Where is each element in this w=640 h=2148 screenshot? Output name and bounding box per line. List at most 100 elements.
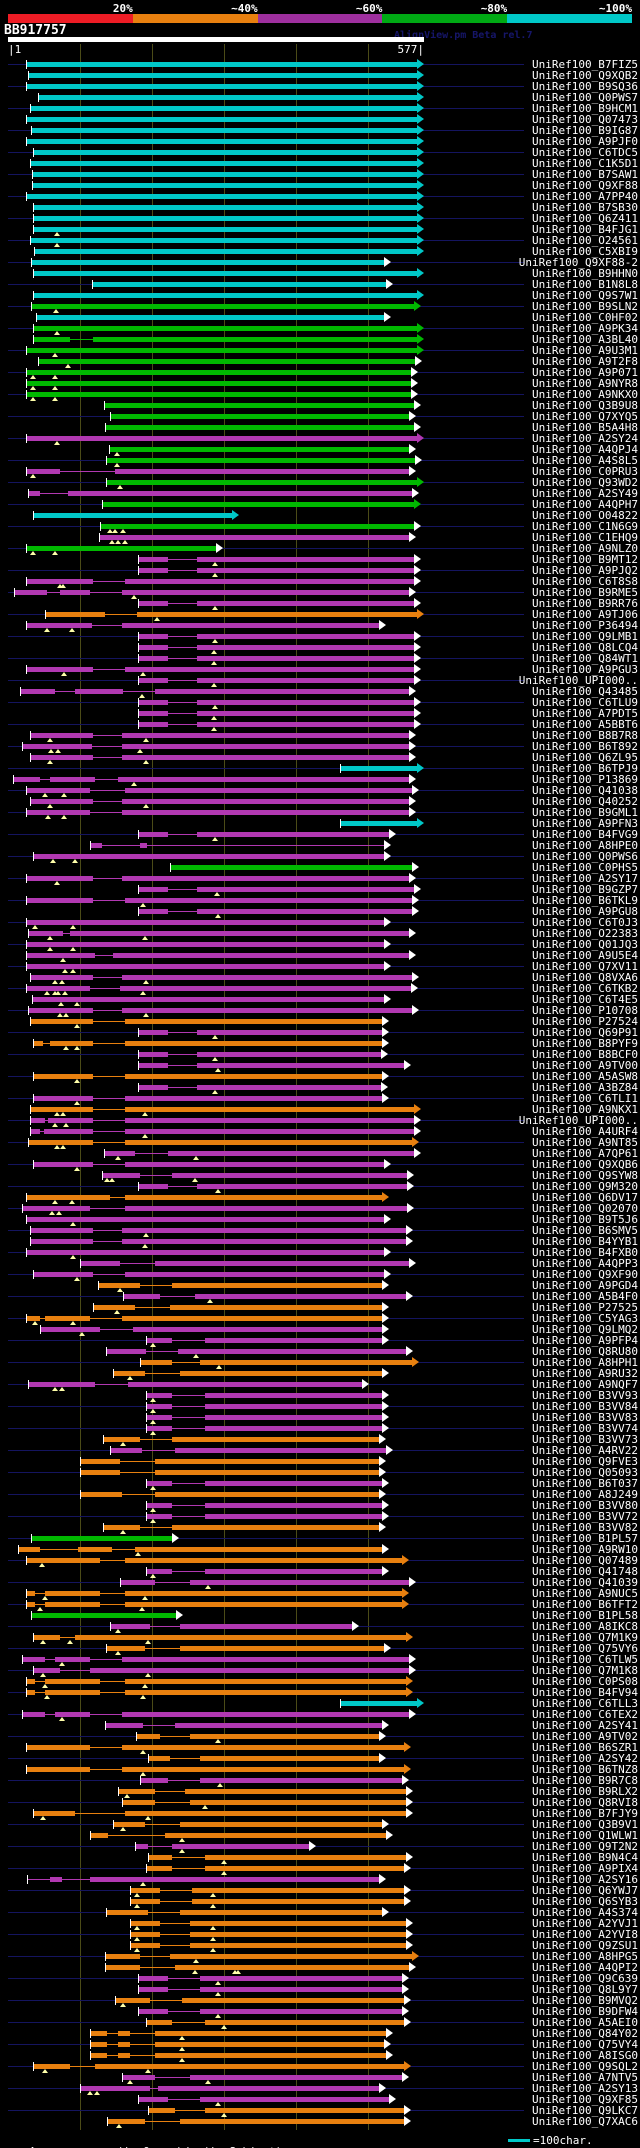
hit-label[interactable]: UniRef100_C0PRU3: [532, 465, 638, 478]
hit-bar[interactable]: [0, 1797, 640, 1809]
hit-label[interactable]: UniRef100_C6TLI1: [532, 1092, 638, 1105]
hit-label[interactable]: UniRef100_B6SZR1: [532, 1741, 638, 1754]
hit-bar[interactable]: [0, 2116, 640, 2128]
hit-label[interactable]: UniRef100_C1K5D1: [532, 157, 638, 170]
hit-label[interactable]: UniRef100_Q40252: [532, 795, 638, 808]
hit-label[interactable]: UniRef100_C6TEX2: [532, 1708, 638, 1721]
hit-bar[interactable]: [0, 466, 640, 478]
hit-bar[interactable]: [0, 246, 640, 257]
hit-bar[interactable]: [0, 521, 640, 533]
hit-label[interactable]: UniRef100_Q9XF90: [532, 1268, 638, 1281]
hit-label[interactable]: UniRef100_B8B7R8: [532, 729, 638, 742]
hit-bar[interactable]: [0, 631, 640, 643]
hit-bar[interactable]: [0, 675, 640, 687]
hit-bar[interactable]: [0, 1995, 640, 2007]
hit-label[interactable]: UniRef100_Q41748: [532, 1565, 638, 1578]
hit-bar[interactable]: [0, 356, 640, 368]
hit-bar[interactable]: [0, 1907, 640, 1918]
hit-bar[interactable]: [0, 708, 640, 720]
hit-label[interactable]: UniRef100_A8HPH1: [532, 1356, 638, 1369]
hit-label[interactable]: UniRef100_P27525: [532, 1301, 638, 1314]
hit-bar[interactable]: [0, 2050, 640, 2062]
hit-label[interactable]: UniRef100_B9N4C4: [532, 1851, 638, 1864]
hit-label[interactable]: UniRef100_C0PS08: [532, 1675, 638, 1688]
hit-bar[interactable]: [0, 565, 640, 577]
hit-label[interactable]: UniRef100_B9T5J6: [532, 1213, 638, 1226]
hit-label[interactable]: UniRef100_A2SY16: [532, 1873, 638, 1886]
hit-label[interactable]: UniRef100_B7SAW1: [532, 168, 638, 181]
hit-label[interactable]: UniRef100_B8PYF9: [532, 1037, 638, 1050]
hit-label[interactable]: UniRef100_A8J249: [532, 1488, 638, 1501]
hit-label[interactable]: UniRef100_Q9ZSU1: [532, 1939, 638, 1952]
hit-bar[interactable]: [0, 2017, 640, 2029]
hit-bar[interactable]: [0, 598, 640, 610]
hit-bar[interactable]: [0, 1500, 640, 1512]
hit-bar[interactable]: [0, 158, 640, 169]
hit-bar[interactable]: [0, 334, 640, 345]
hit-bar[interactable]: [0, 70, 640, 81]
hit-label[interactable]: UniRef100_Q6DV17: [532, 1191, 638, 1204]
hit-bar[interactable]: [0, 1984, 640, 1996]
hit-bar[interactable]: [0, 1885, 640, 1897]
hit-bar[interactable]: [0, 323, 640, 335]
hit-label[interactable]: UniRef100_Q9XQB2: [532, 69, 638, 82]
hit-bar[interactable]: [0, 1148, 640, 1160]
hit-bar[interactable]: [0, 1324, 640, 1336]
hit-label[interactable]: UniRef100_C6TLW5: [532, 1653, 638, 1666]
hit-label[interactable]: UniRef100_A9P071: [532, 366, 638, 379]
hit-bar[interactable]: [0, 499, 640, 510]
hit-bar[interactable]: [0, 1214, 640, 1226]
hit-bar[interactable]: [0, 1060, 640, 1072]
hit-label[interactable]: UniRef100_B4FV94: [532, 1686, 638, 1699]
hit-bar[interactable]: [0, 1786, 640, 1798]
hit-bar[interactable]: [0, 1082, 640, 1094]
hit-label[interactable]: UniRef100_B9IG87: [532, 124, 638, 137]
hit-label[interactable]: UniRef100_Q9FVE3: [532, 1455, 638, 1468]
hit-label[interactable]: UniRef100_UPI000..: [518, 674, 638, 687]
hit-label[interactable]: UniRef100_B4YYB1: [532, 1235, 638, 1248]
hit-bar[interactable]: [0, 653, 640, 665]
hit-bar[interactable]: [0, 1313, 640, 1325]
hit-label[interactable]: UniRef100_B9SLN2: [532, 300, 638, 313]
hit-bar[interactable]: [0, 1731, 640, 1743]
hit-label[interactable]: UniRef100_Q6SYB3: [532, 1895, 638, 1908]
hit-label[interactable]: UniRef100_A9PK34: [532, 322, 638, 335]
hit-label[interactable]: UniRef100_A5BBT6: [532, 718, 638, 731]
hit-label[interactable]: UniRef100_Q8LCQ4: [532, 641, 638, 654]
hit-label[interactable]: UniRef100_B5A4H8: [532, 421, 638, 434]
hit-label[interactable]: UniRef100_C6T4E5: [532, 993, 638, 1006]
hit-label[interactable]: UniRef100_Q7XV11: [532, 960, 638, 973]
hit-label[interactable]: UniRef100_A4QPJ4: [532, 443, 638, 456]
hit-bar[interactable]: [0, 543, 640, 555]
hit-label[interactable]: UniRef100_B9MT12: [532, 553, 638, 566]
hit-bar[interactable]: [0, 763, 640, 774]
hit-label[interactable]: UniRef100_B9SQ36: [532, 80, 638, 93]
hit-label[interactable]: UniRef100_B7FIZ5: [532, 58, 638, 71]
hit-bar[interactable]: [0, 2028, 640, 2040]
hit-label[interactable]: UniRef100_O22383: [532, 927, 638, 940]
hit-label[interactable]: UniRef100_C5XBI9: [532, 245, 638, 258]
hit-bar[interactable]: [0, 1610, 640, 1621]
hit-bar[interactable]: [0, 1830, 640, 1842]
hit-bar[interactable]: [0, 1302, 640, 1314]
hit-label[interactable]: UniRef100_A5AEI0: [532, 2016, 638, 2029]
hit-bar[interactable]: [0, 1137, 640, 1149]
hit-bar[interactable]: [0, 1775, 640, 1787]
hit-bar[interactable]: [0, 917, 640, 929]
hit-bar[interactable]: [0, 752, 640, 764]
hit-bar[interactable]: [0, 961, 640, 973]
hit-label[interactable]: UniRef100_A9PGU8: [532, 905, 638, 918]
hit-label[interactable]: UniRef100_C6TLL3: [532, 1697, 638, 1710]
hit-bar[interactable]: [0, 1423, 640, 1435]
hit-label[interactable]: UniRef100_Q7XAC6: [532, 2115, 638, 2128]
hit-label[interactable]: UniRef100_A3BZ84: [532, 1081, 638, 1094]
hit-label[interactable]: UniRef100_C6T8S8: [532, 575, 638, 588]
hit-bar[interactable]: [0, 1445, 640, 1456]
hit-bar[interactable]: [0, 1808, 640, 1820]
hit-label[interactable]: UniRef100_A9NQF7: [532, 1378, 638, 1391]
hit-bar[interactable]: [0, 1753, 640, 1764]
hit-label[interactable]: UniRef100_Q8VXA6: [532, 971, 638, 984]
hit-bar[interactable]: [0, 345, 640, 357]
hit-bar[interactable]: [0, 1940, 640, 1952]
hit-label[interactable]: UniRef100_A9PFP4: [532, 1334, 638, 1347]
